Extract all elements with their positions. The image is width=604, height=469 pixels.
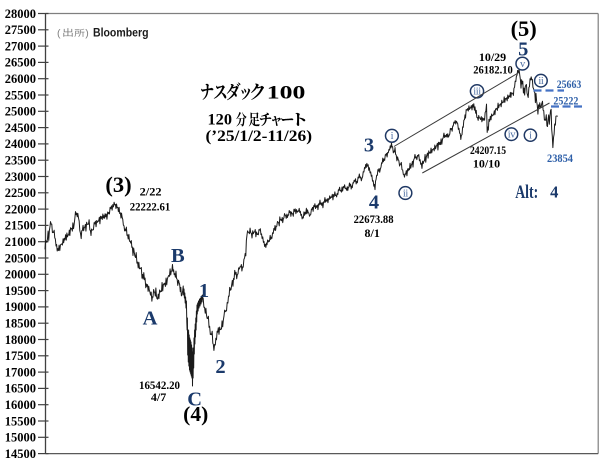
svg-text:15000: 15000 bbox=[5, 431, 36, 445]
svg-text:23854: 23854 bbox=[547, 151, 573, 165]
svg-text:(’25/1/2-11/26): (’25/1/2-11/26) bbox=[206, 128, 313, 145]
svg-text:25000: 25000 bbox=[5, 105, 36, 119]
svg-text:(3): (3) bbox=[105, 172, 131, 197]
svg-text:10/29: 10/29 bbox=[479, 50, 506, 64]
svg-text:ii: ii bbox=[403, 188, 409, 199]
svg-text:4: 4 bbox=[369, 192, 379, 214]
svg-text:27000: 27000 bbox=[5, 39, 36, 53]
svg-text:22500: 22500 bbox=[5, 186, 36, 200]
svg-text:Bloomberg: Bloomberg bbox=[93, 25, 149, 39]
svg-text:21000: 21000 bbox=[5, 235, 36, 249]
svg-text:4/7: 4/7 bbox=[151, 390, 166, 404]
svg-text:21500: 21500 bbox=[5, 219, 36, 233]
svg-text:23500: 23500 bbox=[5, 154, 36, 168]
svg-text:C: C bbox=[187, 388, 202, 410]
svg-text:24500: 24500 bbox=[5, 121, 36, 135]
svg-text:28000: 28000 bbox=[5, 7, 36, 21]
svg-text:(: ( bbox=[57, 27, 61, 39]
svg-text:A: A bbox=[143, 307, 158, 329]
svg-text:100: 100 bbox=[267, 83, 306, 104]
svg-text:15500: 15500 bbox=[5, 414, 36, 428]
svg-text:2/22: 2/22 bbox=[140, 185, 162, 199]
svg-text:27500: 27500 bbox=[5, 23, 36, 37]
svg-text:16000: 16000 bbox=[5, 398, 36, 412]
svg-text:18000: 18000 bbox=[5, 333, 36, 347]
svg-text:i: i bbox=[529, 131, 532, 142]
svg-text:17000: 17000 bbox=[5, 365, 36, 379]
svg-text:26500: 26500 bbox=[5, 56, 36, 70]
svg-text:26000: 26000 bbox=[5, 72, 36, 86]
svg-text:24000: 24000 bbox=[5, 137, 36, 151]
svg-text:14500: 14500 bbox=[5, 447, 36, 461]
svg-text:8/1: 8/1 bbox=[365, 226, 380, 240]
svg-text:23000: 23000 bbox=[5, 170, 36, 184]
svg-text:22673.88: 22673.88 bbox=[354, 212, 394, 226]
svg-text:16542.20: 16542.20 bbox=[139, 378, 180, 392]
svg-text:19500: 19500 bbox=[5, 284, 36, 298]
svg-text:120: 120 bbox=[208, 111, 233, 128]
svg-text:B: B bbox=[171, 245, 185, 267]
svg-text:25663: 25663 bbox=[557, 77, 582, 91]
svg-text:4: 4 bbox=[550, 183, 558, 202]
svg-text:3: 3 bbox=[364, 134, 374, 156]
svg-text:17500: 17500 bbox=[5, 349, 36, 363]
svg-text:5: 5 bbox=[518, 38, 528, 60]
svg-text:22000: 22000 bbox=[5, 202, 36, 216]
svg-text:25500: 25500 bbox=[5, 88, 36, 102]
svg-text:iii: iii bbox=[473, 87, 481, 98]
svg-text:(5): (5) bbox=[511, 16, 537, 41]
svg-text:26182.10: 26182.10 bbox=[473, 63, 513, 77]
svg-text:ii: ii bbox=[538, 76, 544, 87]
svg-text:22222.61: 22222.61 bbox=[130, 200, 171, 214]
svg-text:18500: 18500 bbox=[5, 317, 36, 331]
svg-text:19000: 19000 bbox=[5, 300, 36, 314]
svg-text:16500: 16500 bbox=[5, 382, 36, 396]
svg-text:20500: 20500 bbox=[5, 251, 36, 265]
svg-text:i: i bbox=[391, 131, 394, 142]
svg-text:v: v bbox=[520, 59, 526, 70]
svg-text:24207.15: 24207.15 bbox=[470, 143, 506, 157]
svg-text:Alt:: Alt: bbox=[515, 183, 538, 203]
svg-text:2: 2 bbox=[215, 356, 225, 378]
svg-text:20000: 20000 bbox=[5, 268, 36, 282]
svg-text:25222: 25222 bbox=[553, 93, 578, 107]
svg-text:10/10: 10/10 bbox=[473, 156, 500, 170]
svg-text:iv: iv bbox=[508, 130, 517, 141]
svg-text:): ) bbox=[85, 27, 89, 39]
svg-text:1: 1 bbox=[199, 280, 209, 302]
svg-text:(4): (4) bbox=[183, 402, 208, 426]
